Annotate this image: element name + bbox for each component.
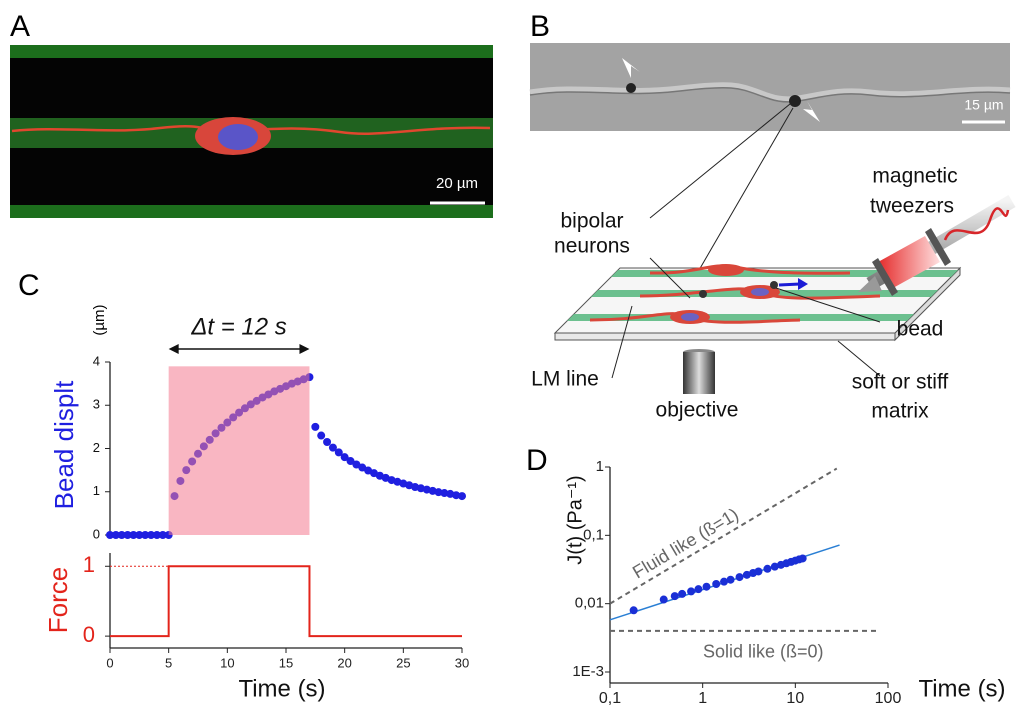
scale-bar-label: 15 µm [964, 97, 1003, 113]
x-tick-label: 15 [279, 655, 293, 670]
data-point [629, 606, 638, 615]
reference-label: Solid like (ß=0) [703, 642, 824, 662]
y-axis-unit: (µm) [91, 304, 108, 335]
x-tick-label: 20 [337, 655, 351, 670]
data-point [770, 562, 779, 571]
diagram-label: bead [897, 318, 944, 341]
data-point [678, 589, 687, 598]
micrograph-b: 15 µm [529, 43, 1011, 131]
x-tick-label: 0 [106, 655, 113, 670]
panel-label: C [18, 269, 40, 302]
x-tick-label: 30 [455, 655, 469, 670]
data-point [117, 531, 126, 539]
y-tick-label: 1 [93, 483, 100, 498]
y-tick-label: 1 [596, 458, 604, 475]
data-point [726, 575, 735, 584]
data-point [687, 587, 696, 596]
panel-label: B [530, 10, 550, 43]
x-tick-label: 1 [698, 690, 707, 706]
diagram-label: objective [656, 399, 739, 422]
y-axis-label: J(t) (Pa⁻¹) [564, 475, 586, 564]
x-axis-label: Time (s) [238, 675, 325, 702]
diagram-label: tweezers [870, 195, 954, 218]
data-point [440, 489, 449, 498]
diagram-label: bipolar [560, 210, 623, 233]
diagram-label: LM line [531, 368, 599, 391]
y-tick-label: 1 [83, 552, 95, 577]
y-tick-label: 0,01 [575, 595, 604, 612]
data-point [111, 531, 120, 539]
diagram-label: magnetic [872, 165, 957, 188]
diagram-label: matrix [871, 400, 929, 423]
reference-line [609, 467, 838, 605]
data-point [346, 457, 355, 466]
data-point [152, 531, 161, 539]
data-point [712, 580, 721, 589]
data-point [670, 592, 679, 601]
annotation: Δt = 12 s [190, 313, 286, 340]
data-point [158, 531, 167, 539]
data-point [123, 531, 132, 539]
x-tick-label: 10 [220, 655, 234, 670]
y-tick-label: 1E-3 [572, 663, 604, 680]
data-point [129, 531, 138, 539]
y-tick-label: 2 [93, 440, 100, 455]
y-tick-label: 0 [83, 622, 95, 647]
data-point [340, 453, 349, 462]
data-point [720, 577, 729, 586]
data-point [328, 443, 337, 452]
panel-label: A [10, 10, 30, 43]
data-point [135, 531, 144, 539]
data-point [458, 492, 466, 501]
x-tick-label: 5 [165, 655, 172, 670]
data-point [106, 531, 114, 539]
data-point [311, 422, 320, 431]
y-tick-label: 0,1 [583, 526, 604, 543]
data-point [317, 431, 326, 440]
x-tick-label: 25 [396, 655, 410, 670]
x-tick-label: 10 [786, 690, 804, 706]
x-tick-label: 0,1 [599, 690, 621, 706]
data-point [702, 582, 711, 591]
scale-bar-label: 20 µm [436, 175, 478, 192]
data-point [798, 554, 807, 563]
data-point [735, 573, 744, 582]
diagram-label: soft or stiff [852, 371, 949, 394]
reference-label: Fluid like (ß=1) [629, 504, 742, 582]
panel-label: D [526, 444, 548, 477]
data-point [352, 460, 361, 469]
data-point [334, 448, 343, 457]
data-point [147, 531, 156, 539]
data-point [141, 531, 150, 539]
y-tick-label: 0 [93, 526, 100, 541]
data-point [452, 491, 461, 500]
data-point [323, 438, 332, 447]
x-tick-label: 100 [875, 690, 902, 706]
data-point [358, 463, 367, 472]
setup-diagram [553, 103, 1016, 394]
y-tick-label: 3 [93, 397, 100, 412]
highlight [168, 366, 310, 535]
data-point [742, 570, 751, 579]
micrograph-a: 20 µm [10, 45, 493, 218]
diagram-label: neurons [554, 235, 630, 258]
force-line [110, 565, 462, 638]
data-point [754, 567, 763, 576]
y-tick-label: 4 [93, 353, 100, 368]
y-axis-label: Bead displt [49, 380, 79, 509]
data-point [694, 585, 703, 594]
data-point [659, 595, 668, 604]
data-point [763, 564, 772, 573]
y-axis-label: Force [43, 567, 73, 633]
x-axis-label: Time (s) [918, 675, 1005, 702]
data-point [434, 488, 443, 497]
